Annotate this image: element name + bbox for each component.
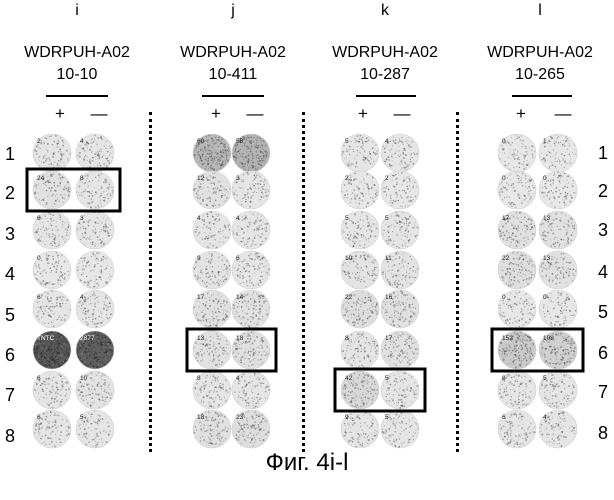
figure-caption: Фиг. 4i-l	[0, 449, 614, 477]
row-label-left: 5	[0, 305, 20, 326]
well-count-label: 17	[502, 215, 510, 222]
well-count-label: 0	[543, 175, 547, 182]
well-count-label: 6	[37, 414, 41, 421]
well-count-label: 3	[236, 175, 240, 182]
well-count-label: 5	[385, 215, 389, 222]
well-count-label: 0	[502, 294, 506, 301]
well-count-label: 4	[236, 375, 240, 382]
row-label-left: 7	[0, 385, 20, 406]
well-count-label: 9	[197, 255, 201, 262]
well-count-label: 6	[37, 294, 41, 301]
panel-l: l WDRPUH-A02 10-265 + — 0100171322130015…	[465, 0, 614, 450]
well-count-label: 58	[236, 138, 244, 145]
well-count-label: 4	[236, 215, 240, 222]
well-count-label: 2	[37, 138, 41, 145]
well-count-label: 17	[385, 335, 393, 342]
well-count-label: 2	[345, 175, 349, 182]
row-label-right: 3	[593, 220, 613, 241]
well-count-label: 13	[543, 215, 551, 222]
well-count-label: 22	[345, 294, 353, 301]
well-count-label: 23	[236, 414, 244, 421]
well-count-label: 8	[502, 375, 506, 382]
panel-divider	[149, 112, 152, 452]
well-count-label: 5	[385, 414, 389, 421]
well-count-label: 12	[197, 175, 205, 182]
well-count-label: 6	[37, 215, 41, 222]
row-label-left: 1	[0, 144, 20, 165]
well-count-label: 17	[197, 294, 205, 301]
well-count-label: 11	[385, 255, 392, 262]
row-label-left: 4	[0, 264, 20, 285]
row-label-right: 6	[593, 343, 613, 364]
well-count-label: 0	[37, 255, 41, 262]
well-count-label: 8	[80, 175, 84, 182]
well-count-label: 4	[80, 138, 84, 145]
well-count-label: 60	[197, 138, 205, 145]
well-image	[76, 251, 114, 289]
row-label-right: 1	[593, 143, 613, 164]
panel-divider	[302, 112, 305, 452]
panel-k: k WDRPUH-A02 10-287 + — 5422551011221681…	[310, 0, 460, 450]
row-label-right: 7	[593, 382, 613, 403]
well-count-label: 8	[345, 335, 349, 342]
well-count-label: 5	[80, 414, 84, 421]
well-count-label: 13	[543, 255, 551, 262]
well-count-label: 2877	[80, 335, 95, 342]
well-count-label: 10	[80, 375, 88, 382]
well-grid: 60 58 12 3 4 4 9 6 17 14 13 18 8 4 18 23	[158, 0, 308, 450]
well-count-label: 6	[236, 255, 240, 262]
well-count-label: 18	[197, 414, 205, 421]
well-count-label: TNTC	[37, 335, 55, 342]
well-count-label: 0	[502, 138, 506, 145]
well-count-label: 10	[345, 255, 353, 262]
well-count-label: 5	[385, 375, 389, 382]
well-count-label: 18	[236, 335, 244, 342]
well-count-label: 24	[37, 175, 45, 182]
well-count-label: 5	[345, 215, 349, 222]
well-count-label: 3	[80, 215, 84, 222]
well-count-label: 5	[543, 375, 547, 382]
well-count-label: 152	[502, 335, 513, 342]
well-count-label: 0	[543, 294, 547, 301]
well-count-label: 4	[385, 138, 389, 145]
well-count-label: 6	[502, 414, 506, 421]
well-count-label: 8	[197, 375, 201, 382]
row-label-left: 2	[0, 183, 20, 204]
well-grid: 010017132213001521088564	[465, 0, 614, 450]
well-count-label: 42	[345, 375, 353, 382]
row-label-right: 4	[593, 262, 613, 283]
panel-i: i WDRPUH-A02 10-10 + — 2424863064TNTC287…	[2, 0, 152, 450]
row-label-left: 8	[0, 426, 20, 447]
well-count-label: 4	[80, 294, 84, 301]
well-count-label: 5	[345, 138, 349, 145]
row-label-left: 3	[0, 224, 20, 245]
well-count-label: 6	[37, 375, 41, 382]
well-count-label: 2	[385, 175, 389, 182]
well-count-label: 1	[543, 138, 547, 145]
row-label-left: 6	[0, 345, 20, 366]
well-count-label: 0	[502, 175, 506, 182]
well-count-label: 9	[345, 414, 349, 421]
well-count-label: 4	[197, 215, 201, 222]
well-count-label: 108	[543, 335, 554, 342]
row-label-right: 5	[593, 302, 613, 323]
row-label-right: 2	[593, 181, 613, 202]
panel-divider	[456, 112, 459, 452]
well-grid: 5422551011221681742595	[310, 0, 460, 450]
well-count-label: 14	[236, 294, 244, 301]
well-count-label: 4	[543, 414, 547, 421]
well-count-label: 13	[197, 335, 205, 342]
panel-j: j WDRPUH-A02 10-411 + — 6058123449617141…	[158, 0, 308, 450]
row-label-right: 8	[593, 423, 613, 444]
well-grid: 2424863064TNTC287761065	[2, 0, 152, 450]
well-count-label: 22	[502, 255, 510, 262]
well-count-label: 16	[385, 294, 393, 301]
